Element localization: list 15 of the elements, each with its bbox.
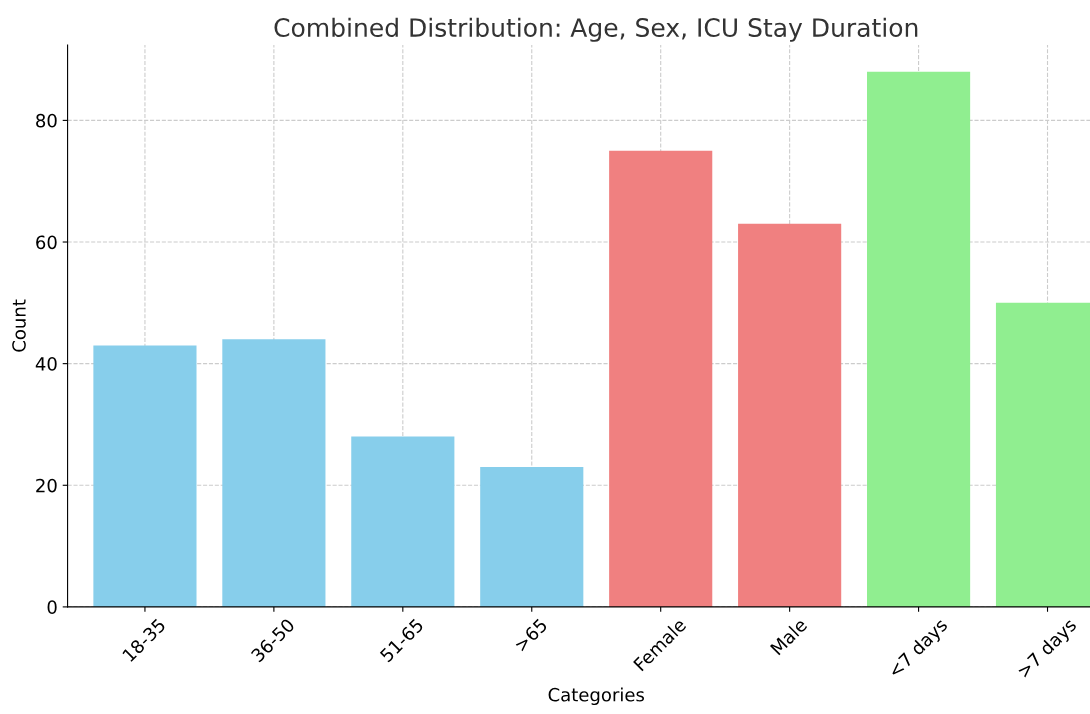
bar — [480, 467, 584, 607]
chart-title: Combined Distribution: Age, Sex, ICU Stay Duration — [274, 17, 918, 42]
y-tick-label: 80 — [36, 113, 57, 128]
bar — [351, 436, 455, 607]
bar — [738, 223, 842, 607]
bar — [609, 150, 713, 607]
y-axis-title: Count — [12, 299, 26, 352]
y-tick-label: 60 — [36, 235, 57, 250]
y-tick-label: 40 — [35, 357, 57, 371]
y-tick-label: 20 — [36, 478, 57, 493]
x-axis-title: Categories — [548, 687, 645, 706]
bar — [222, 339, 326, 607]
bar — [93, 345, 197, 607]
y-tick-label: 0 — [47, 600, 57, 615]
bar — [867, 71, 971, 607]
